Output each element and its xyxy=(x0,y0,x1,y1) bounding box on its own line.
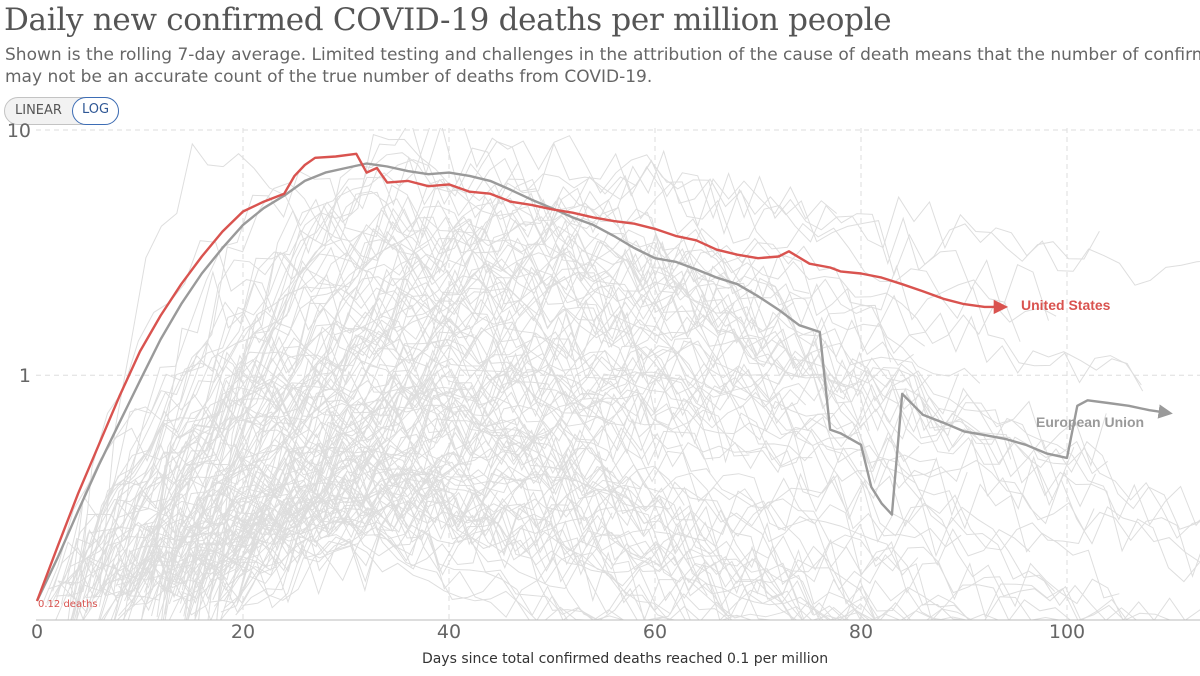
background-country-line xyxy=(58,384,384,600)
scale-toggle: LINEAR LOG xyxy=(4,97,120,125)
series-label: United States xyxy=(1021,297,1111,313)
background-country-line xyxy=(161,156,1200,620)
background-country-line xyxy=(168,322,1096,585)
background-country-line xyxy=(144,503,423,593)
background-country-line xyxy=(191,211,1200,592)
background-country-line xyxy=(83,207,1120,599)
background-country-line xyxy=(238,248,734,596)
background-country-line xyxy=(57,476,1186,620)
background-country-line xyxy=(93,353,1176,620)
x-tick-label: 20 xyxy=(231,621,255,643)
background-country-line xyxy=(168,277,788,591)
background-country-line xyxy=(195,446,1108,620)
background-country-line xyxy=(219,353,870,620)
series-line[interactable] xyxy=(35,152,1009,602)
background-country-line xyxy=(175,486,1119,620)
background-country-line xyxy=(219,323,1200,604)
background-country-line xyxy=(157,468,498,620)
background-country-line xyxy=(67,191,610,620)
background-country-line xyxy=(115,237,1075,587)
background-country-line xyxy=(98,205,1012,607)
background-country-line xyxy=(99,142,703,590)
background-country-line xyxy=(76,240,850,620)
log-scale-button[interactable]: LOG xyxy=(71,97,120,125)
series-line[interactable] xyxy=(35,162,1173,602)
background-country-line xyxy=(164,229,1200,620)
background-country-line xyxy=(194,367,1107,617)
chart-title: Daily new confirmed COVID-19 deaths per … xyxy=(4,2,892,38)
background-country-line xyxy=(209,251,1200,620)
background-country-line xyxy=(236,194,1200,604)
background-country-line xyxy=(91,362,1143,620)
subtitle-line-2: may not be an accurate count of the true… xyxy=(5,67,653,87)
x-tick-label: 80 xyxy=(849,621,873,643)
x-tick-label: 0 xyxy=(31,621,43,643)
background-country-line xyxy=(118,464,1200,620)
x-tick-label: 40 xyxy=(437,621,461,643)
y-tick-label: 10 xyxy=(7,120,31,142)
background-country-line xyxy=(47,371,867,599)
background-country-line xyxy=(216,152,527,620)
background-country-line xyxy=(213,244,524,607)
background-country-line xyxy=(67,468,1200,620)
background-country-line xyxy=(205,377,810,597)
background-country-line xyxy=(128,417,624,611)
linear-scale-button[interactable]: LINEAR xyxy=(15,103,62,118)
background-country-line xyxy=(67,187,810,620)
background-country-line xyxy=(118,481,1031,617)
background-country-line xyxy=(242,452,1077,620)
background-country-line xyxy=(184,204,1200,620)
background-country-line xyxy=(197,465,909,620)
background-country-line xyxy=(70,128,520,620)
subtitle-line-1: Shown is the rolling 7-day average. Limi… xyxy=(5,45,1200,65)
x-tick-label: 60 xyxy=(643,621,667,643)
axes: 0 20 40 60 80 100 1 10 xyxy=(7,120,1200,643)
background-country-line xyxy=(168,491,1189,620)
background-country-lines xyxy=(42,128,1200,620)
series-label: European Union xyxy=(1036,414,1144,430)
y-tick-label: 1 xyxy=(19,365,31,387)
background-country-line xyxy=(179,485,876,620)
chart-subtitle: Shown is the rolling 7-day average. Limi… xyxy=(5,44,1200,88)
highlighted-series: European Union United States xyxy=(35,152,1173,602)
background-country-line xyxy=(67,258,795,583)
background-country-line xyxy=(99,471,703,620)
grid xyxy=(36,128,1200,620)
background-country-line xyxy=(132,495,613,612)
background-country-line xyxy=(100,448,472,620)
background-country-line xyxy=(162,444,844,620)
background-country-line xyxy=(114,398,1197,620)
x-axis-title: Days since total confirmed deaths reache… xyxy=(422,651,828,667)
background-country-line xyxy=(212,376,461,601)
background-country-line xyxy=(103,465,600,620)
background-country-line xyxy=(110,321,1200,620)
background-country-line xyxy=(179,386,1138,620)
background-country-line xyxy=(48,368,684,608)
background-country-line xyxy=(220,466,1200,620)
background-country-line xyxy=(53,290,642,607)
background-country-line xyxy=(168,149,1144,605)
background-country-line xyxy=(229,240,1142,601)
background-country-line xyxy=(104,406,1200,620)
background-country-line xyxy=(113,417,1073,620)
background-country-line xyxy=(72,182,784,620)
background-country-line xyxy=(217,265,914,580)
background-country-line xyxy=(164,304,629,600)
background-country-line xyxy=(119,270,708,596)
background-country-line xyxy=(198,142,925,620)
background-country-line xyxy=(181,315,956,591)
start-annotation: 0.12 deaths xyxy=(38,599,98,610)
background-country-line xyxy=(221,401,1057,620)
background-country-line xyxy=(60,309,526,605)
background-country-line xyxy=(216,190,959,620)
x-tick-label: 100 xyxy=(1049,621,1085,643)
background-country-line xyxy=(156,133,791,618)
background-country-line xyxy=(224,428,936,609)
background-country-line xyxy=(103,253,1108,620)
